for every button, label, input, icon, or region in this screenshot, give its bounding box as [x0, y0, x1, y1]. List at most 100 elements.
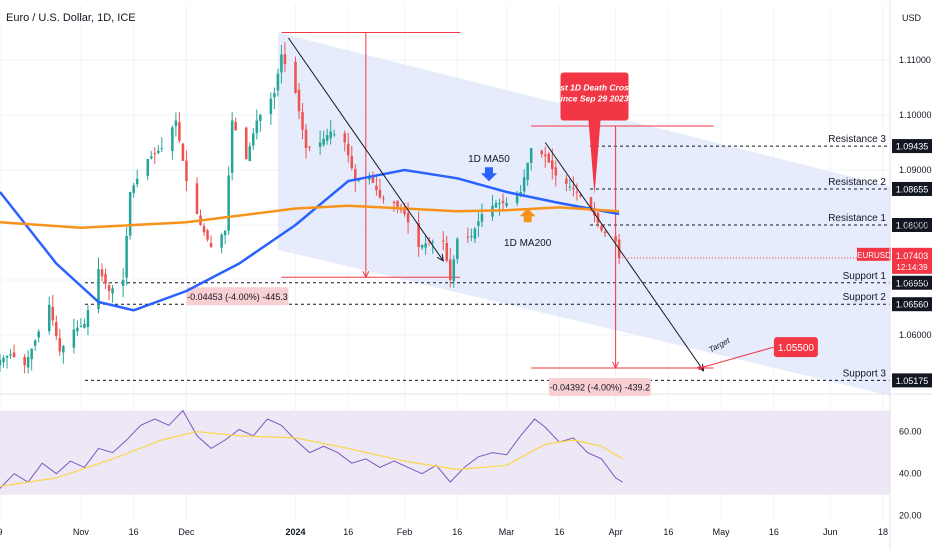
candle-body: [589, 197, 593, 209]
candle-body: [318, 142, 322, 147]
candle-body: [252, 133, 255, 146]
candle-body: [332, 134, 336, 136]
candle-body: [283, 54, 287, 65]
candle-body: [403, 208, 406, 214]
candle-body: [396, 200, 399, 207]
date-tick-label: Mar: [499, 527, 515, 537]
candle-body: [157, 150, 160, 153]
candle-body: [515, 194, 519, 204]
candle-body: [431, 241, 434, 243]
candle-body: [473, 228, 477, 239]
annotations: 1D MA50 1D MA200 1st 1D Death Cross ince S…: [468, 72, 932, 370]
candle-body: [371, 175, 375, 183]
level-price-tag: [892, 139, 932, 154]
ma200-line: [0, 204, 620, 230]
measurement-tools: -0.04453 (-4.00%) -445.3 -0.04392 (-4.00%…: [186, 32, 714, 396]
candle-body: [149, 156, 153, 159]
candles: [0, 42, 621, 374]
level-price-tag: [892, 181, 932, 196]
candle-body: [466, 236, 470, 238]
candle-body: [146, 159, 150, 176]
level-label: Support 2: [843, 292, 887, 303]
rsi-lines: [0, 409, 623, 489]
level-price-text: 1.08655: [896, 184, 929, 194]
measure-label-box: [186, 287, 289, 306]
candle-body: [568, 186, 572, 188]
currency-label[interactable]: USD: [902, 13, 922, 23]
date-tick-label: 16: [129, 527, 139, 537]
price-tick-label: 1.11000: [899, 55, 931, 65]
candle-body: [174, 120, 178, 127]
candle-body: [378, 189, 382, 198]
trend-arrow-1: [288, 37, 444, 262]
level-lines: Resistance 3 1.09435 Resistance 2 1.08655 Re…: [85, 134, 932, 388]
candle-body: [111, 288, 114, 294]
chart-title: Euro / U.S. Dollar, 1D, ICE: [6, 12, 136, 24]
candle-body: [209, 242, 213, 247]
level-label: Resistance 1: [828, 213, 886, 224]
candle-body: [47, 304, 51, 332]
rsi-tick-label: 20.00: [899, 511, 922, 521]
level-label: Resistance 3: [828, 134, 886, 145]
candle-body: [125, 236, 128, 278]
date-tick-label: Apr: [609, 527, 623, 537]
candle-body: [269, 98, 273, 114]
target-price-text: 1.05500: [778, 343, 815, 354]
symbol-tag: [857, 247, 891, 261]
candle-body: [456, 238, 459, 259]
level-price-tag: [892, 218, 932, 232]
candle-body: [0, 359, 2, 366]
candle-body: [579, 195, 582, 197]
level-label: Resistance 2: [828, 177, 886, 188]
candle-body: [301, 112, 304, 130]
rsi-tick-label: 40.00: [899, 469, 922, 479]
candle-body: [107, 285, 111, 291]
candle-body: [343, 133, 347, 143]
ma200-annotation: 1D MA200: [504, 238, 552, 249]
candle-body: [23, 357, 26, 366]
candle-body: [9, 354, 12, 356]
candle-body: [603, 231, 607, 234]
candle-body: [220, 234, 223, 248]
candle-body: [322, 138, 325, 145]
candle-body: [522, 177, 526, 192]
rsi-line: [0, 409, 623, 489]
candle-body: [160, 148, 164, 149]
arrow-up-icon: [519, 208, 536, 223]
target-leader: [699, 356, 739, 369]
candle-body: [223, 230, 227, 236]
candle-body: [382, 198, 385, 200]
candle-body: [234, 122, 237, 131]
candle-body: [417, 223, 420, 247]
level-price-tag: [892, 297, 932, 312]
date-tick-label: 16: [452, 527, 462, 537]
level-price-text: 1.06560: [896, 300, 929, 310]
candle-body: [554, 167, 558, 176]
price-tick-label: 1.07000: [899, 275, 932, 285]
level-label: Support 3: [843, 368, 887, 379]
candle-body: [452, 259, 456, 282]
candle-body: [100, 269, 104, 277]
last-price-text: 1.07403: [896, 251, 929, 261]
date-tick-label: Feb: [397, 527, 413, 537]
candle-body: [135, 178, 139, 185]
candle-body: [445, 242, 449, 261]
rsi-tick-label: 60.00: [899, 427, 922, 437]
candle-body: [128, 192, 132, 236]
ma50-annotation: 1D MA50: [468, 154, 510, 165]
last-price-tag: [892, 247, 932, 274]
rsi-band: [0, 410, 890, 495]
candle-body: [424, 243, 427, 248]
candle-body: [350, 156, 354, 169]
moving-averages: [0, 168, 620, 312]
candle-body: [547, 153, 551, 163]
level-price-tag: [892, 275, 932, 290]
candle-body: [55, 322, 58, 336]
candle-body: [244, 127, 248, 159]
candle-body: [206, 230, 209, 240]
candle-body: [153, 153, 157, 155]
price-tick-label: 1.06000: [899, 330, 932, 340]
candle-body: [441, 240, 445, 242]
candle-body: [529, 148, 533, 163]
